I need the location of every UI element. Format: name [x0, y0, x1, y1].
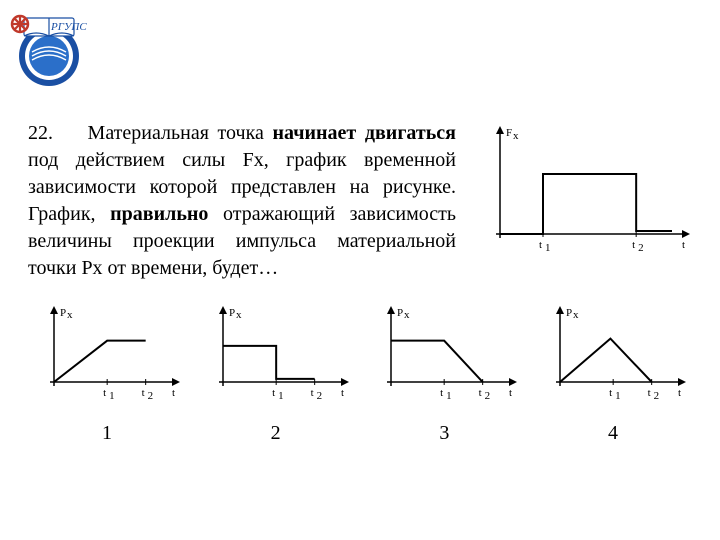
svg-text:F: F [506, 127, 512, 139]
svg-text:t: t [678, 387, 681, 399]
force-time-graph: Ftt1t2x [472, 124, 692, 264]
svg-text:x: x [573, 309, 579, 321]
svg-text:t: t [172, 387, 175, 399]
option-label: 3 [439, 422, 449, 445]
svg-text:1: 1 [109, 390, 115, 402]
question-block: 22. Материальная точка начинает двигатьс… [28, 120, 692, 445]
option-4: Ptt1t2x 4 [538, 304, 688, 445]
option-label: 1 [102, 422, 112, 445]
svg-text:2: 2 [654, 390, 660, 402]
text-bold: начинает двигаться [273, 122, 457, 144]
svg-text:t: t [632, 239, 635, 251]
option-3: Ptt1t2x 3 [369, 304, 519, 445]
svg-text:P: P [60, 307, 66, 319]
svg-text:1: 1 [446, 390, 452, 402]
option-2: Ptt1t2x 2 [201, 304, 351, 445]
option-label: 2 [271, 422, 281, 445]
svg-text:x: x [236, 309, 242, 321]
svg-text:t: t [272, 387, 275, 399]
svg-text:t: t [310, 387, 313, 399]
svg-text:t: t [103, 387, 106, 399]
svg-text:x: x [513, 130, 519, 142]
svg-text:P: P [566, 307, 572, 319]
svg-text:t: t [509, 387, 512, 399]
svg-text:t: t [609, 387, 612, 399]
svg-text:2: 2 [148, 390, 154, 402]
svg-text:t: t [440, 387, 443, 399]
option-label: 4 [608, 422, 618, 445]
university-logo: РГУПС [8, 8, 90, 95]
svg-text:t: t [142, 387, 145, 399]
svg-text:РГУПС: РГУПС [50, 21, 87, 33]
question-text: 22. Материальная точка начинает двигатьс… [28, 120, 456, 282]
text-part: Материальная точка [88, 122, 273, 144]
svg-text:t: t [682, 239, 685, 251]
answer-options: Ptt1t2x 1 Ptt1t2x 2 Ptt1t2x 3 Ptt1t2x 4 [28, 304, 692, 445]
svg-text:1: 1 [545, 242, 551, 254]
svg-text:2: 2 [638, 242, 644, 254]
svg-text:x: x [67, 309, 73, 321]
svg-text:P: P [397, 307, 403, 319]
svg-text:2: 2 [485, 390, 491, 402]
svg-text:t: t [539, 239, 542, 251]
question-number: 22. [28, 122, 53, 144]
svg-text:t: t [479, 387, 482, 399]
svg-text:x: x [404, 309, 410, 321]
svg-text:1: 1 [615, 390, 621, 402]
svg-text:P: P [229, 307, 235, 319]
option-1: Ptt1t2x 1 [32, 304, 182, 445]
svg-text:2: 2 [316, 390, 322, 402]
svg-text:t: t [341, 387, 344, 399]
svg-text:1: 1 [278, 390, 284, 402]
svg-text:t: t [648, 387, 651, 399]
text-bold: правильно [110, 203, 208, 225]
